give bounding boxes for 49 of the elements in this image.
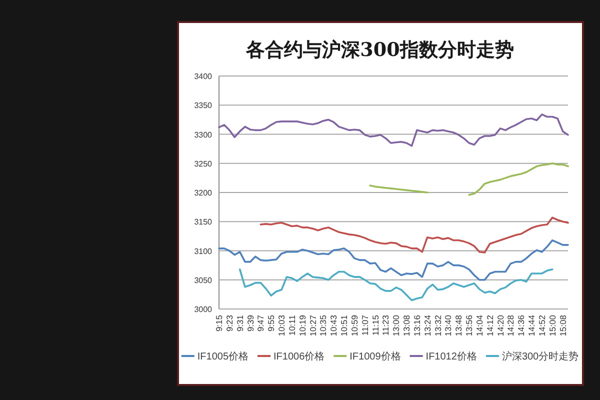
x-tick-label: 10:43 — [328, 314, 339, 336]
x-tick-label: 14:12 — [484, 314, 495, 336]
legend-label: IF1012价格 — [426, 350, 477, 362]
legend-label: 沪深300分时走势 — [502, 350, 579, 362]
x-tick-label: 10:51 — [339, 314, 350, 336]
title: 各合约与沪深300指数分时走势 — [246, 39, 514, 61]
y-tick-label: 3200 — [194, 188, 213, 198]
y-tick-label: 3400 — [194, 72, 213, 81]
x-tick-label: 13:56 — [464, 314, 474, 336]
x-tick-label: 10:19 — [297, 314, 308, 336]
x-tick-label: 13:16 — [412, 314, 422, 336]
x-tick-label: 9:55 — [266, 314, 276, 332]
x-tick-label: 9:15 — [214, 314, 224, 332]
y-tick-label: 3000 — [194, 305, 213, 314]
x-tick-label: 13:08 — [402, 314, 412, 336]
x-tick-label: 10:27 — [308, 314, 318, 336]
x-tick-label: 9:31 — [234, 314, 245, 332]
y-tick-label: 3150 — [194, 218, 213, 227]
x-tick-label: 13:48 — [454, 314, 464, 336]
x-tick-label: 13:32 — [432, 314, 443, 336]
x-tick-label: 11:15 — [370, 314, 380, 336]
y-tick-label: 3050 — [194, 276, 213, 285]
x-tick-label: 14:44 — [526, 314, 537, 336]
x-tick-label: 14:04 — [474, 314, 484, 336]
x-tick-label: 9:23 — [224, 314, 234, 332]
x-tick-label: 14:28 — [506, 314, 516, 336]
x-tick-label: 9:47 — [256, 314, 266, 332]
x-tick-label: 11:07 — [360, 314, 370, 336]
x-tick-label: 15:00 — [547, 314, 558, 336]
x-tick-label: 13:40 — [443, 314, 454, 336]
x-tick-label: 14:36 — [516, 314, 526, 336]
x-tick-label: 10:11 — [286, 314, 297, 336]
x-tick-label: 10:59 — [349, 314, 360, 336]
x-tick-label: 14:20 — [495, 314, 506, 336]
legend-label: IF1006价格 — [274, 350, 325, 362]
y-tick-label: 3350 — [194, 101, 213, 110]
x-tick-label: 11:23 — [380, 314, 391, 336]
y-tick-label: 3300 — [194, 130, 213, 140]
x-tick-label: 9:39 — [245, 314, 256, 332]
legend-label: IF1005价格 — [197, 350, 249, 362]
x-tick-label: 13:24 — [422, 314, 432, 336]
x-tick-label: 10:35 — [318, 314, 328, 336]
x-tick-label: 14:52 — [536, 314, 547, 336]
y-tick-label: 3250 — [194, 159, 213, 168]
y-tick-label: 3100 — [194, 246, 213, 256]
x-tick-label: 15:08 — [558, 314, 568, 336]
x-tick-label: 10:03 — [276, 314, 287, 336]
legend-label: IF1009价格 — [350, 350, 401, 362]
x-tick-label: 13:00 — [391, 314, 402, 336]
